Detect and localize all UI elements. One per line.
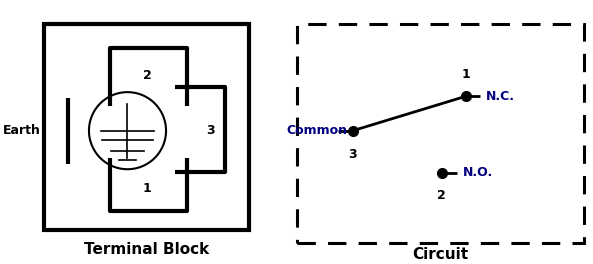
Bar bbox=[296, 24, 584, 243]
Text: N.C.: N.C. bbox=[486, 90, 515, 103]
Text: N.O.: N.O. bbox=[463, 166, 493, 180]
Text: 2: 2 bbox=[438, 189, 446, 202]
Text: 3: 3 bbox=[349, 148, 357, 161]
Text: Circuit: Circuit bbox=[412, 247, 468, 262]
Text: Terminal Block: Terminal Block bbox=[84, 242, 209, 257]
Text: Earth: Earth bbox=[3, 124, 41, 137]
Text: Common: Common bbox=[286, 124, 347, 137]
Bar bbox=[44, 24, 249, 230]
Text: 1: 1 bbox=[143, 182, 151, 195]
Text: 3: 3 bbox=[206, 124, 215, 137]
Text: 2: 2 bbox=[143, 69, 151, 82]
Text: 1: 1 bbox=[461, 68, 470, 81]
